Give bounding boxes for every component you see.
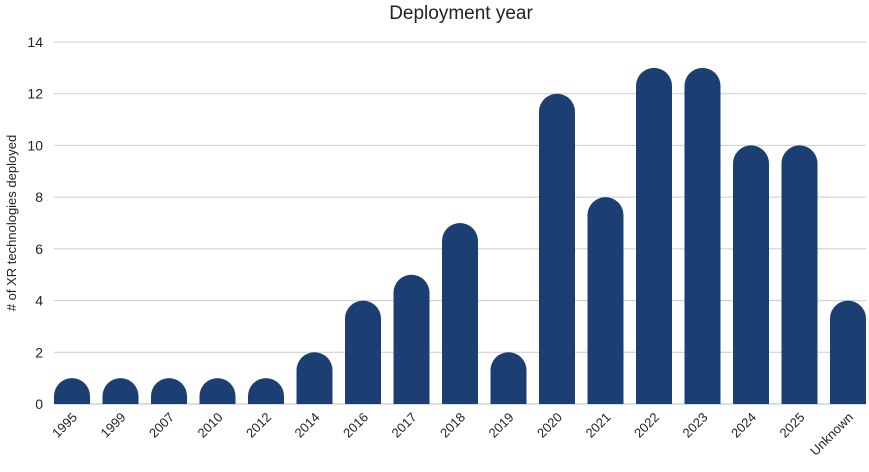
chart-title: Deployment year [389,3,533,24]
x-tick-label: 2019 [486,410,517,441]
bar-2024 [733,145,769,404]
x-tick-label: 1999 [98,410,129,441]
bar-2025 [781,145,818,404]
bar-2010 [199,378,236,404]
x-tick-label: 2025 [777,410,808,441]
y-tick-label: 10 [27,137,43,153]
y-tick-label: 12 [27,86,43,102]
y-tick-label: 6 [35,241,43,257]
x-tick-label: 2012 [243,410,274,441]
y-tick-label: 4 [35,293,43,309]
y-tick-label: 2 [35,344,43,360]
x-tick-label: 2021 [583,410,614,441]
x-tick-label: 2018 [437,410,468,441]
bar-2007 [151,378,187,404]
x-tick-label: 2022 [631,410,662,441]
x-tick-label: Unknown [807,410,856,459]
x-tick-label: 1995 [49,410,80,441]
bar-1995 [54,378,90,404]
bar-2014 [296,352,333,404]
x-tick-label: 2020 [534,410,565,441]
bar-2012 [248,378,284,404]
x-tick-label: 2024 [728,410,759,441]
x-tick-label: 2007 [146,410,177,441]
x-tick-label: 2016 [340,410,371,441]
x-tick-label: 2023 [680,410,711,441]
bar-2016 [345,300,381,404]
bar-1999 [102,378,139,404]
bar-2019 [490,352,527,404]
x-tick-label: 2010 [195,410,226,441]
x-tick-label: 2014 [292,410,323,441]
bar-2017 [393,274,430,404]
bar-2018 [442,223,478,404]
bar-2020 [539,93,575,404]
y-tick-label: 0 [35,396,43,412]
bar-unknown [830,300,866,404]
bar-2023 [684,67,721,404]
y-tick-label: 8 [35,189,43,205]
bar-2022 [636,67,672,404]
bar-2021 [587,197,624,404]
y-tick-label: 14 [27,34,43,50]
x-tick-label: 2017 [389,410,420,441]
y-axis-label: # of XR technologies deployed [4,135,19,311]
